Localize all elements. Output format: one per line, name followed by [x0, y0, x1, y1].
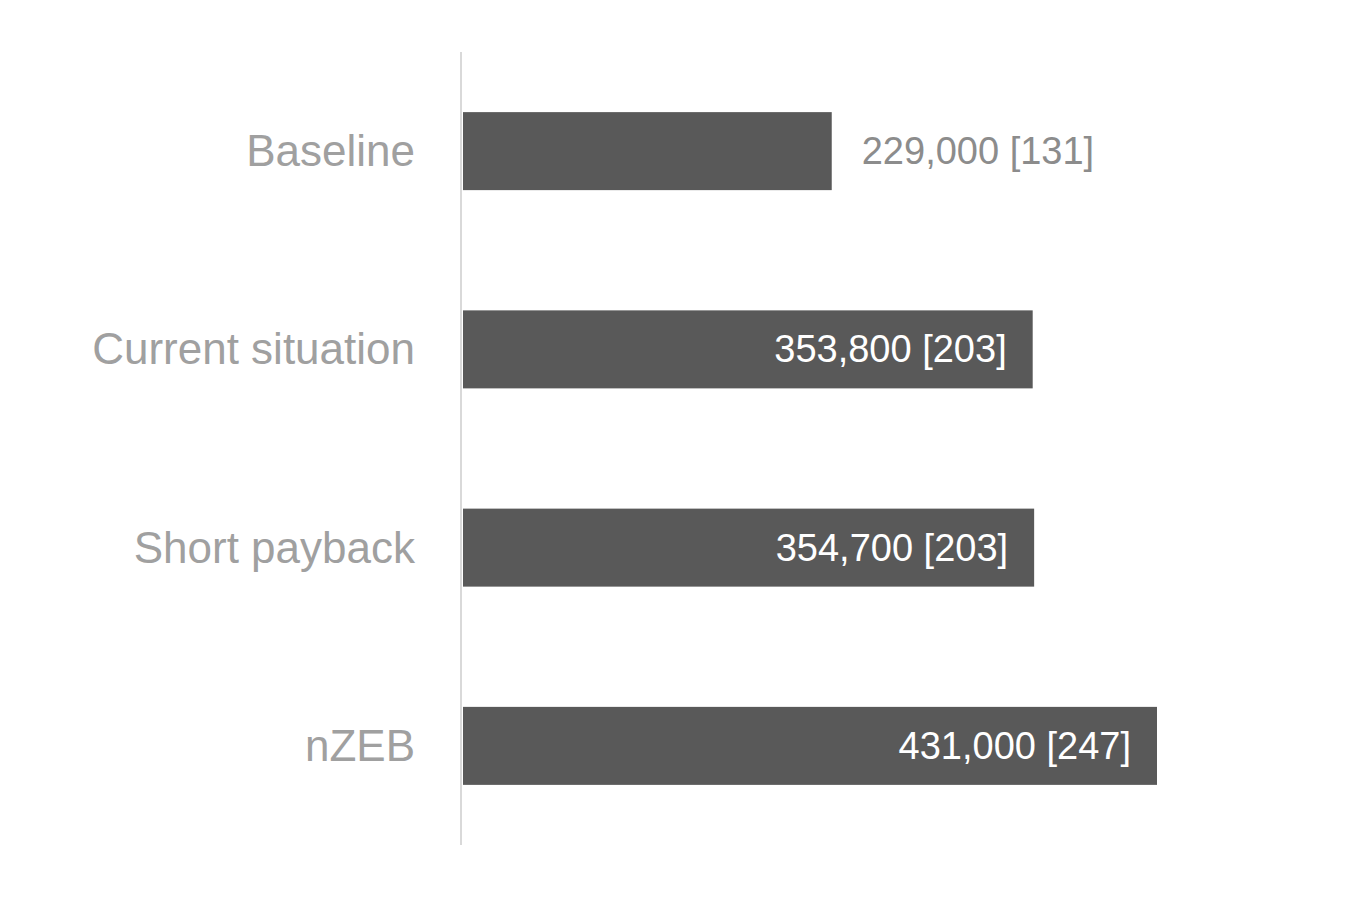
chart-svg: Baseline 229,000 [131] Current situation 35…	[0, 0, 1360, 899]
category-label: nZEB	[305, 721, 415, 770]
chart-container: Baseline 229,000 [131] Current situation 35…	[0, 0, 1360, 899]
data-label: 354,700 [203]	[776, 527, 1008, 569]
data-label: 431,000 [247]	[899, 725, 1131, 767]
labels: Baseline 229,000 [131] Current situation 35…	[92, 126, 1131, 770]
category-label: Baseline	[246, 126, 415, 175]
category-axis	[460, 52, 462, 845]
category-label: Short payback	[134, 523, 416, 572]
bar	[463, 112, 832, 190]
data-label: 353,800 [203]	[774, 328, 1006, 370]
data-label: 229,000 [131]	[862, 130, 1094, 172]
bar	[463, 509, 1034, 587]
bars	[463, 112, 1157, 785]
bar	[463, 707, 1157, 785]
category-label: Current situation	[92, 324, 415, 373]
bar	[463, 310, 1033, 388]
